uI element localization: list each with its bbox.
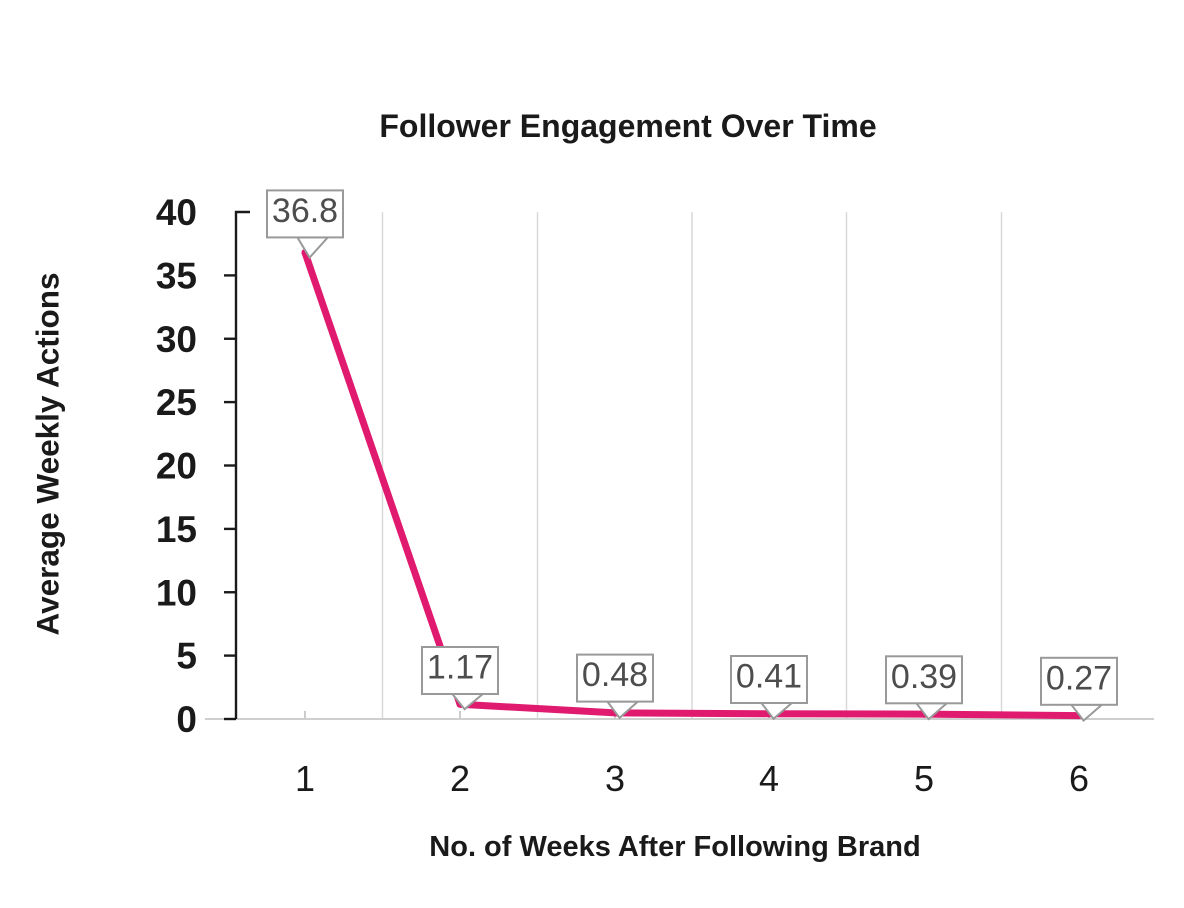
svg-text:36.8: 36.8 — [272, 192, 338, 230]
svg-text:0.41: 0.41 — [736, 658, 802, 696]
svg-text:15: 15 — [156, 509, 197, 550]
svg-text:40: 40 — [156, 192, 197, 233]
svg-text:25: 25 — [156, 382, 197, 423]
svg-text:35: 35 — [156, 255, 197, 296]
svg-text:0.48: 0.48 — [582, 656, 648, 694]
svg-text:2: 2 — [450, 758, 470, 799]
svg-text:20: 20 — [156, 446, 197, 487]
svg-text:10: 10 — [156, 572, 197, 613]
svg-text:0.27: 0.27 — [1046, 659, 1112, 697]
svg-text:5: 5 — [176, 636, 197, 677]
svg-text:0.39: 0.39 — [891, 658, 957, 696]
svg-text:0: 0 — [176, 699, 197, 740]
svg-text:1.17: 1.17 — [427, 649, 493, 687]
svg-text:30: 30 — [156, 319, 197, 360]
svg-text:4: 4 — [759, 758, 779, 799]
svg-text:6: 6 — [1069, 758, 1089, 799]
svg-text:5: 5 — [914, 758, 934, 799]
svg-text:1: 1 — [295, 758, 315, 799]
svg-text:3: 3 — [605, 758, 625, 799]
